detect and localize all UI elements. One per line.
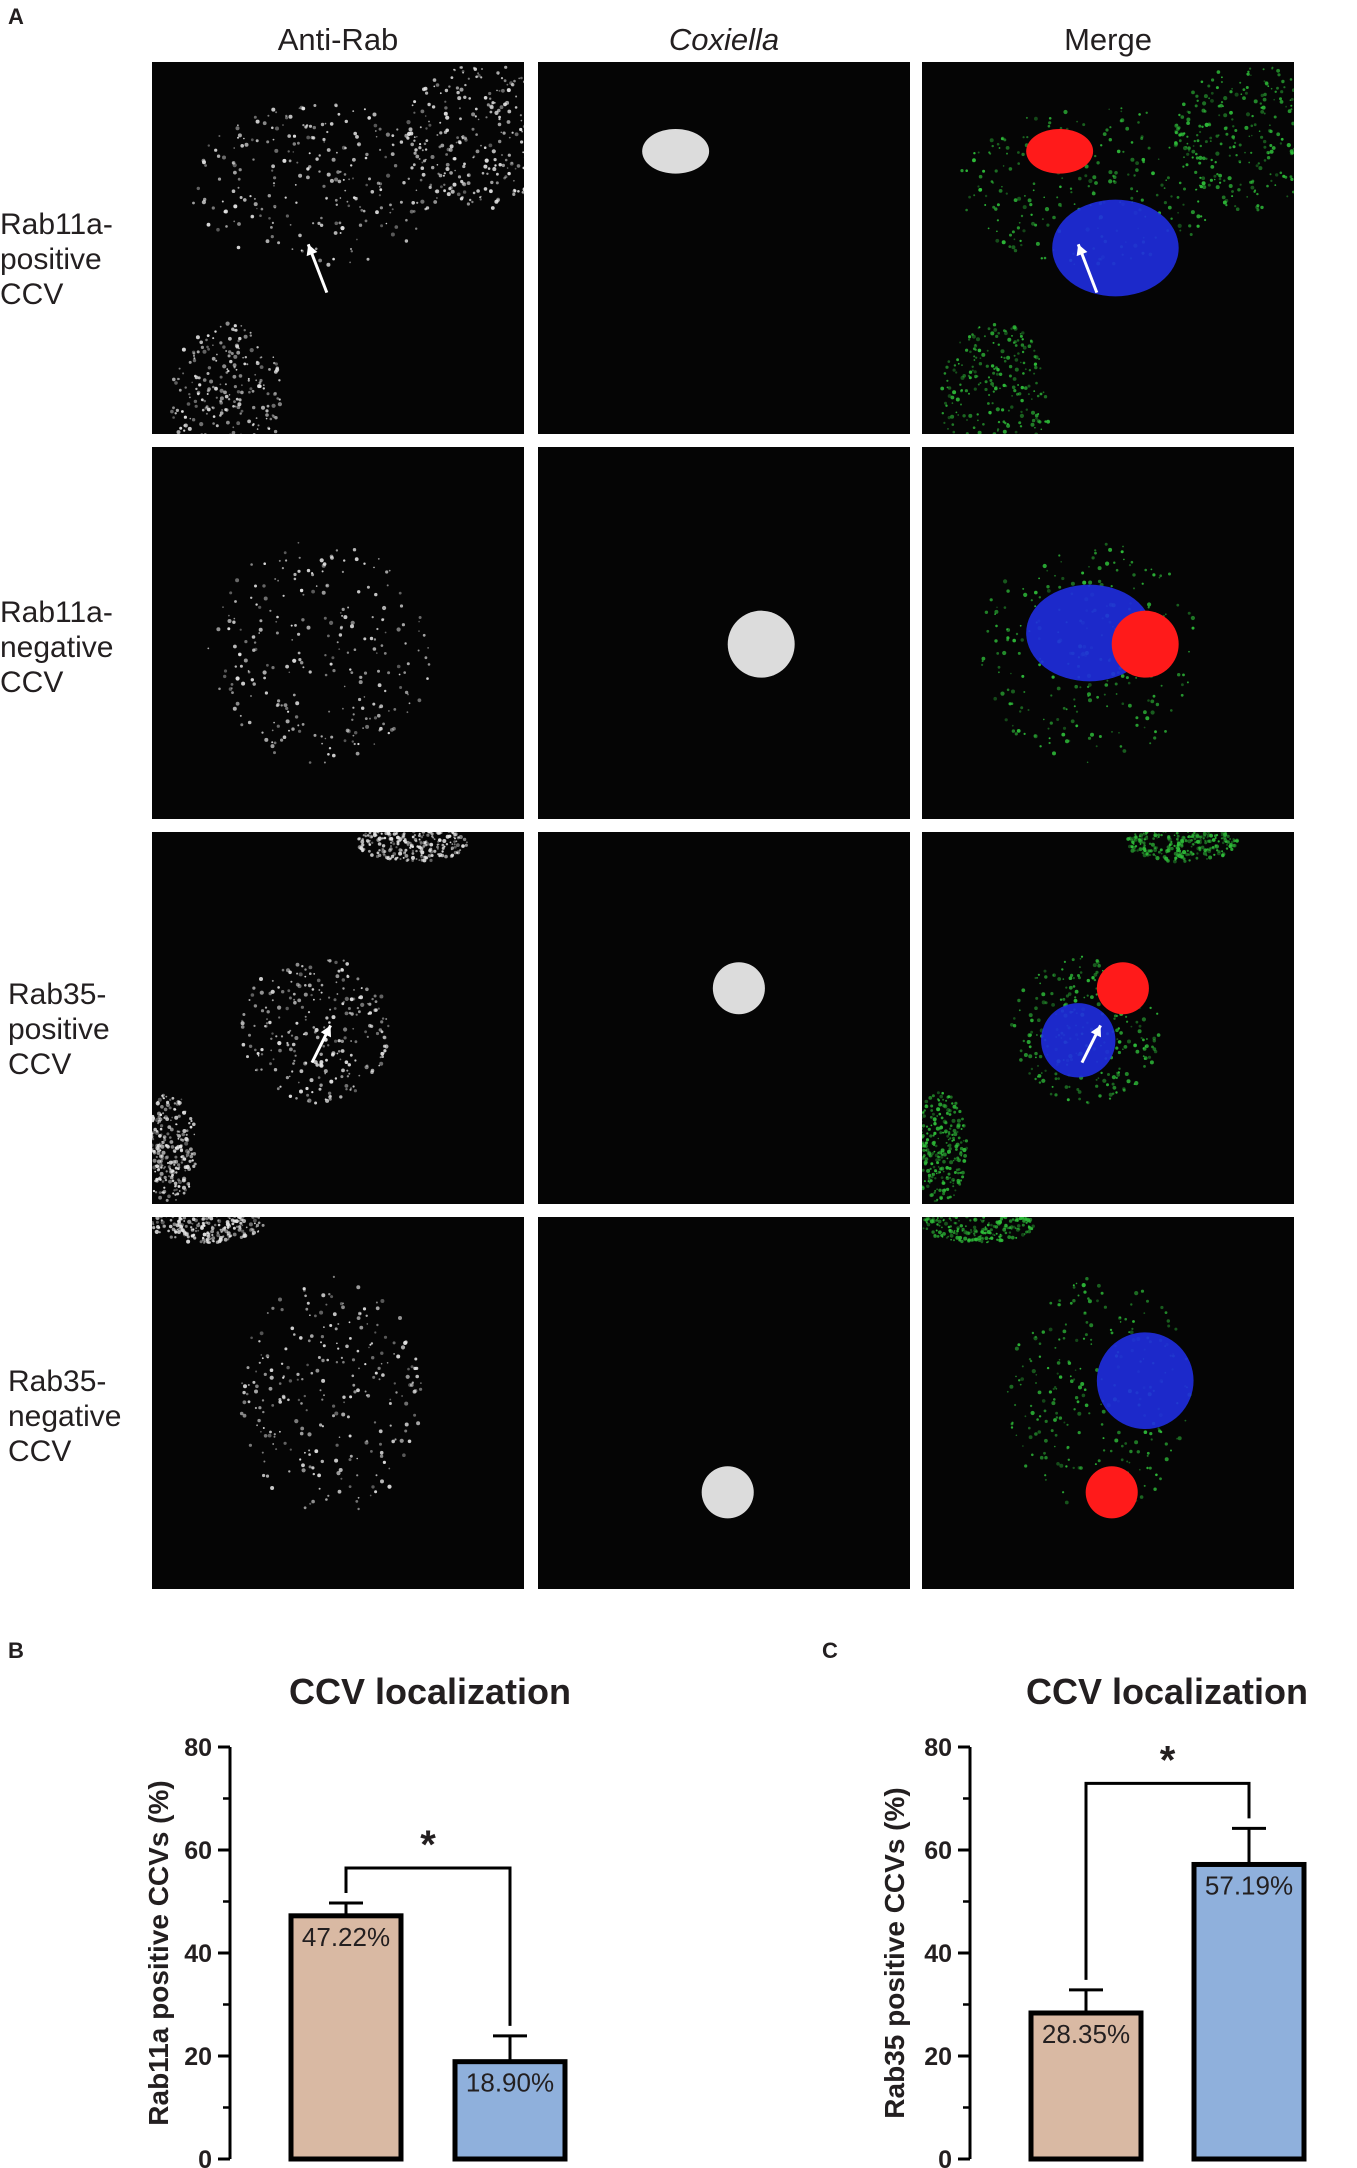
micrograph-tile xyxy=(152,1217,524,1589)
y-axis-label: Rab35 positive CCVs (%) xyxy=(879,1787,910,2118)
column-header-anti-rab: Anti-Rab xyxy=(277,22,399,57)
y-tick-label: 60 xyxy=(184,1837,212,1865)
micrograph-tile xyxy=(922,832,1294,1204)
row-label-rab35-negative: Rab35- negative CCV xyxy=(8,1365,122,1468)
y-tick-label: 0 xyxy=(938,2146,952,2168)
data-label: 57.19% xyxy=(1205,1870,1293,1900)
significance-star: * xyxy=(420,1823,436,1867)
bar xyxy=(288,1913,404,2162)
micrograph-tile xyxy=(922,1217,1294,1589)
significance-star: * xyxy=(1160,1738,1176,1782)
significance-bracket xyxy=(344,1866,512,2026)
chart-rab11a: CCV localization Rab11a positive CCVs (%)… xyxy=(143,1671,571,2168)
significance-bracket xyxy=(1084,1781,1251,1980)
row-label-rab11a-negative: Rab11a-negative CCV xyxy=(0,596,114,699)
column-header-coxiella: Coxiella xyxy=(668,22,780,57)
y-tick-label: 20 xyxy=(924,2043,952,2071)
panel-c-letter: C xyxy=(822,1638,838,1663)
panel-b-letter: B xyxy=(8,1638,24,1663)
y-tick-label: 40 xyxy=(184,1940,212,1968)
chart-title: CCV localization xyxy=(289,1671,571,1712)
column-header-merge: Merge xyxy=(1064,22,1152,57)
y-tick-label: 60 xyxy=(924,1837,952,1865)
data-label: 47.22% xyxy=(302,1922,390,1952)
row-label-rab35-positive: Rab35- positive CCV xyxy=(8,978,110,1081)
bar xyxy=(1191,1861,1307,2162)
y-tick-label: 0 xyxy=(198,2146,212,2168)
micrograph-tile xyxy=(152,832,524,1204)
y-tick-label: 80 xyxy=(924,1734,952,1762)
panel-a-letter: A xyxy=(8,4,24,29)
bar xyxy=(1028,2010,1144,2162)
data-label: 18.90% xyxy=(466,2068,554,2098)
bar xyxy=(452,2059,568,2162)
y-tick-label: 40 xyxy=(924,1940,952,1968)
micrograph-tile xyxy=(152,62,524,434)
micrograph-tile xyxy=(538,832,910,1204)
data-label: 28.35% xyxy=(1042,2019,1130,2049)
micrograph-tile xyxy=(538,1217,910,1589)
micrograph-tile xyxy=(922,62,1294,434)
chart-rab35: CCV localization Rab35 positive CCVs (%) 0… xyxy=(879,1671,1308,2168)
micrograph-tile xyxy=(538,62,910,434)
micrograph-tile xyxy=(152,447,524,819)
chart-title: CCV localization xyxy=(1026,1671,1308,1712)
y-axis-label: Rab11a positive CCVs (%) xyxy=(143,1780,174,2125)
micrograph-tile xyxy=(538,447,910,819)
y-tick-label: 20 xyxy=(184,2043,212,2071)
micrograph-tile xyxy=(922,447,1294,819)
row-label-rab11a-positive: Rab11a-positive CCV xyxy=(0,208,113,311)
y-tick-label: 80 xyxy=(184,1734,212,1762)
